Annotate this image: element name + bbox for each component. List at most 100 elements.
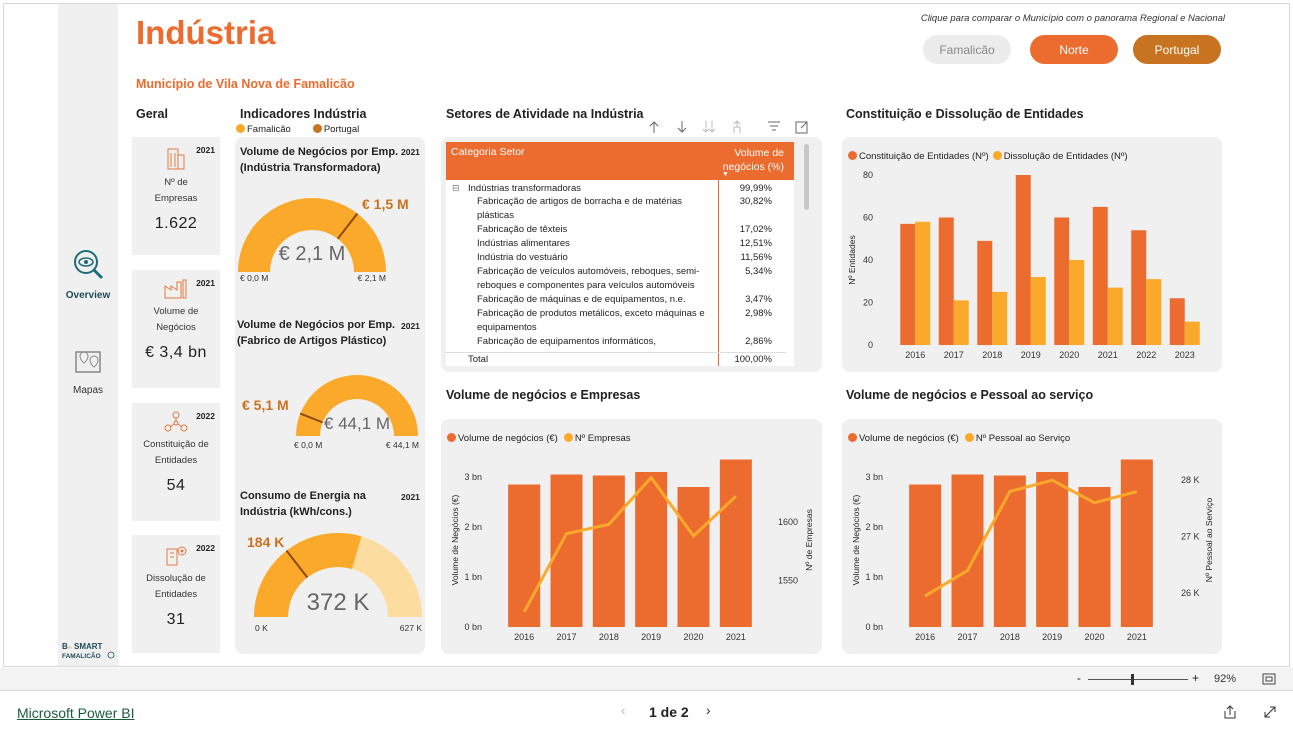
volume-empresas-panel <box>441 419 822 654</box>
setores-title: Setores de Atividade na Indústria <box>446 107 644 121</box>
legend-label: Dissolução de Entidades (Nº) <box>1003 151 1128 162</box>
gauge-year: 2021 <box>401 492 420 502</box>
zoom-bar: - + 92% <box>0 668 1293 690</box>
nav-overview-label: Overview <box>65 290 111 301</box>
row-category: Indústria do vestuário <box>477 252 568 263</box>
kpi-label: Constituição de Entidades <box>143 439 209 466</box>
kpi-card-empresas[interactable]: 2021 Nº de Empresas 1.622 <box>132 137 220 255</box>
legend-item[interactable]: Nº Empresas <box>563 433 631 444</box>
sort-up-icon[interactable] <box>649 121 659 133</box>
volume-pessoal-panel <box>842 419 1222 654</box>
kpi-card-constituicao[interactable]: 2022 Constituição de Entidades 54 <box>132 403 220 521</box>
expand-all-icon[interactable] <box>702 121 716 133</box>
gauge-title: Volume de Negócios por Emp. (Indústria T… <box>240 146 399 174</box>
kpi-card-dissolucao[interactable]: 2022 Dissolução de Entidades 31 <box>132 535 220 653</box>
next-page-icon[interactable]: › <box>706 702 711 718</box>
legend-item[interactable]: Volume de negócios (€) <box>447 433 558 444</box>
fullscreen-icon[interactable] <box>1263 705 1277 719</box>
share-icon[interactable] <box>1223 705 1237 719</box>
focus-mode-icon[interactable] <box>795 121 808 134</box>
legend-label: Famalicão <box>247 124 291 135</box>
collapse-icon[interactable]: ⊟ <box>452 183 460 193</box>
row-value: 11,56% <box>740 252 772 263</box>
gauge-year: 2021 <box>401 321 420 331</box>
drill-icon[interactable] <box>733 120 741 133</box>
legend-item[interactable]: Dissolução de Entidades (Nº) <box>992 151 1128 162</box>
powerbi-link[interactable]: Microsoft Power BI <box>17 705 135 721</box>
legend-swatch <box>236 124 245 133</box>
row-category: Indústrias alimentares <box>477 238 570 249</box>
kpi-card-volume[interactable]: 2021 Volume de Negócios € 3,4 bn <box>132 270 220 388</box>
page-indicator: 1 de 2 <box>649 704 689 720</box>
gauge-value: € 44,1 M <box>324 414 390 433</box>
gauge-fill <box>254 533 362 617</box>
network-icon <box>164 411 188 432</box>
row-value: 12,51% <box>739 238 772 249</box>
filter-icon[interactable] <box>768 121 780 131</box>
row-value: 5,34% <box>745 266 772 277</box>
gauge-target-label: 184 K <box>247 534 284 550</box>
gauge-max-label: 627 K <box>400 623 423 633</box>
row-value: 17,02% <box>739 224 772 235</box>
total-label: Total <box>468 354 489 365</box>
legend-label: Volume de negócios (€) <box>458 433 558 444</box>
legend-swatch <box>964 433 974 442</box>
kpi-value: € 3,4 bn <box>145 344 207 361</box>
nav-mapas[interactable]: Mapas <box>58 344 118 396</box>
zoom-slider[interactable] <box>1088 679 1188 680</box>
portugal-button[interactable]: Portugal <box>1133 35 1221 64</box>
row-value: 2,86% <box>745 336 772 347</box>
zoom-slider-thumb[interactable] <box>1131 674 1134 685</box>
svg-text:SMART: SMART <box>74 642 103 651</box>
col-categoria[interactable]: Categoria Setor <box>451 146 525 158</box>
zoom-out-button[interactable]: - <box>1077 671 1081 685</box>
kpi-year: 2021 <box>196 278 215 288</box>
nav-mapas-label: Mapas <box>72 385 103 396</box>
row-category: Fabricação de artigos de borracha e de m… <box>477 196 682 221</box>
indicadores-legend: Famalicão Portugal <box>236 124 359 135</box>
legend-label: Volume de negócios (€) <box>859 433 959 444</box>
row-category: Fabricação de têxteis <box>477 224 568 235</box>
kpi-label: Volume de Negócios <box>153 306 199 333</box>
legend-portugal[interactable]: Portugal <box>312 124 360 135</box>
total-row: Total 100,00% <box>446 352 786 365</box>
building-gear-icon <box>166 546 187 566</box>
compare-hint: Clique para comparar o Município com o p… <box>920 13 1225 24</box>
kpi-value: 54 <box>166 477 186 494</box>
kpi-year: 2022 <box>196 543 215 553</box>
gauge-fill <box>238 197 386 272</box>
fit-page-icon[interactable] <box>1262 673 1276 685</box>
row-category: Fabricação de produtos metálicos, exceto… <box>477 308 705 333</box>
kpi-value: 31 <box>166 611 186 628</box>
sort-desc-indicator: ▼ <box>722 171 729 178</box>
prev-page-icon[interactable]: ‹ <box>621 702 626 718</box>
legend-swatch <box>447 433 456 442</box>
kpi-label: Nº de Empresas <box>154 177 198 204</box>
legend-item[interactable]: Nº Pessoal ao Serviço <box>964 433 1070 444</box>
nav-overview[interactable]: Overview <box>58 247 118 301</box>
chart-legend: Constituição de Entidades (Nº) Dissoluçã… <box>848 151 1128 162</box>
famalicao-button[interactable]: Famalicão <box>923 35 1011 64</box>
chart-title: Volume de negócios e Pessoal ao serviço <box>846 388 1094 402</box>
row-category: Fabricação de veículos automóveis, reboq… <box>477 266 700 291</box>
legend-item[interactable]: Constituição de Entidades (Nº) <box>848 151 989 162</box>
gauge-target-label: € 5,1 M <box>242 397 289 413</box>
legend-label: Portugal <box>323 124 360 135</box>
gauge-max-label: € 44,1 M <box>386 440 419 450</box>
legend-swatch <box>992 151 1002 160</box>
zoom-in-button[interactable]: + <box>1192 671 1200 685</box>
map-pins-icon <box>75 351 101 373</box>
col-volume[interactable]: Volume de negócios (%) <box>722 147 784 173</box>
legend-swatch <box>848 151 857 160</box>
kpi-year: 2021 <box>196 145 215 155</box>
chart-title: Volume de negócios e Empresas <box>446 388 641 402</box>
row-category: Indústrias transformadoras <box>468 183 581 194</box>
legend-label: Nº Empresas <box>574 433 631 444</box>
chart-legend: Volume de negócios (€) Nº Empresas <box>447 433 631 444</box>
chart-legend: Volume de negócios (€) Nº Pessoal ao Ser… <box>848 433 1070 444</box>
table-scrollbar[interactable] <box>804 144 809 210</box>
legend-famalicao[interactable]: Famalicão <box>236 124 291 135</box>
legend-item[interactable]: Volume de negócios (€) <box>848 433 959 444</box>
sort-down-icon[interactable] <box>677 121 687 133</box>
norte-button[interactable]: Norte <box>1030 35 1118 64</box>
